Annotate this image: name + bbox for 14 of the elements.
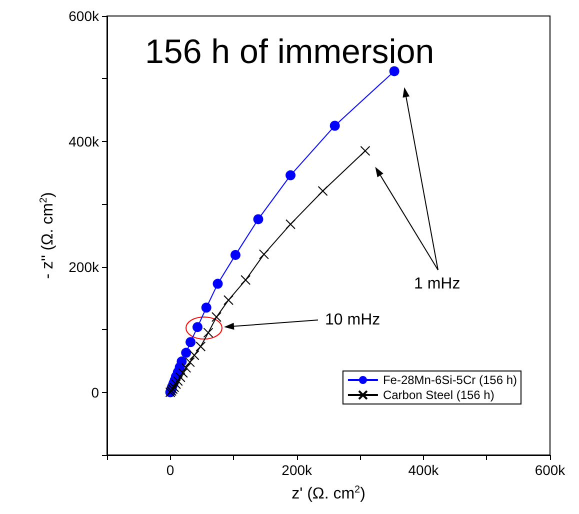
legend-label: Fe-28Mn-6Si-5Cr (156 h)	[382, 373, 518, 387]
x-tick-label: 0	[166, 462, 174, 478]
x-tick-label: 400k	[408, 462, 440, 478]
y-tick-label: 200k	[68, 258, 100, 275]
text: 156 h of immersion	[145, 33, 434, 71]
y-axis-title: - z'' (Ω. cm2)	[38, 192, 56, 279]
x-tick-label: 600k	[534, 462, 566, 478]
y-tick-label: 0	[91, 384, 100, 400]
y-tick-label: 600k	[68, 8, 100, 24]
annotation: 10 mHz	[325, 312, 380, 328]
x-tick-label: 200k	[282, 462, 314, 478]
y-tick-label: 400k	[68, 133, 100, 150]
legend-label: Carbon Steel (156 h)	[382, 388, 494, 402]
annotation: 1 mHz	[414, 276, 460, 292]
